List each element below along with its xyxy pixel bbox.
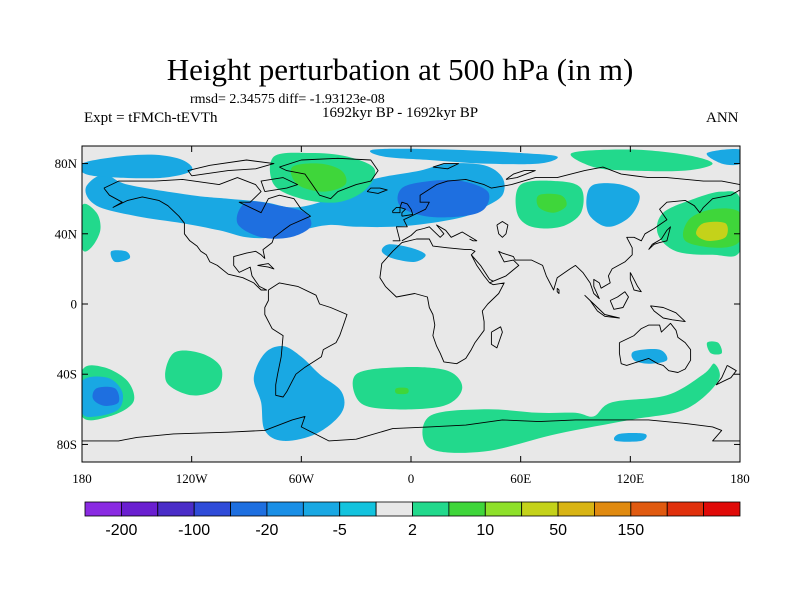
coastline-caspian-sea <box>496 221 509 238</box>
coastline-eurasia-africa <box>379 166 740 365</box>
coastline-baffin-island <box>260 177 299 193</box>
field-pos-greenland-core <box>290 163 347 192</box>
field-pos-southern-ocean <box>422 363 720 453</box>
coastline-new-zealand <box>715 365 737 386</box>
colorbar: -200 -100 -20 -5 2 10 50 150 <box>84 501 741 539</box>
coastline-arabia-red-sea <box>470 254 494 282</box>
colorbar-label: 150 <box>617 522 644 539</box>
colorbar-box <box>666 501 705 517</box>
lon-tick-label: 180 <box>72 471 92 486</box>
colorbar-box <box>412 501 450 517</box>
coastline-sri-lanka <box>556 287 560 294</box>
colorbar-box <box>448 501 486 517</box>
field-neg-australia-dot <box>631 349 668 364</box>
lat-tick-label: 40N <box>55 226 78 241</box>
field-neg-mid-atlantic <box>381 244 426 262</box>
colorbar-box <box>266 501 304 517</box>
experiment-label: Expt = tFMCh-tEVTh <box>84 110 218 126</box>
field-pos-n-pacific-peak <box>696 221 728 241</box>
coastline-philippines <box>629 272 642 293</box>
colorbar-box <box>521 501 559 517</box>
lon-tick-label: 120W <box>176 471 209 486</box>
colorbar-label: -20 <box>255 522 278 539</box>
field-pos-s-atlantic-dot <box>395 387 409 395</box>
axis-ticks: 80N 40N 0 40S 80S 180 120W 60W 0 60E 120E 180 <box>55 146 750 486</box>
colorbar-label: -5 <box>333 522 347 539</box>
coastline-svalbard <box>432 163 459 170</box>
field-neg-arctic-ne <box>706 149 740 166</box>
field-pos-s-pacific-mid <box>165 350 223 396</box>
coastline-british-isles <box>399 201 414 217</box>
field-neg-arctic-eurasia <box>369 148 558 165</box>
field-neg-n-america-core <box>236 201 312 239</box>
lat-tick-label: 0 <box>71 297 78 312</box>
field-pos-n-pacific-west <box>82 203 101 252</box>
coastline-north-america <box>103 177 311 291</box>
coastline-madagascar <box>490 326 503 349</box>
coastlines <box>82 157 740 442</box>
colorbar-box <box>193 501 231 517</box>
colorbar-box <box>120 501 159 517</box>
period-label: 1692kyr BP - 1692kyr BP <box>322 105 479 121</box>
field-neg-pacific-dot <box>110 250 131 263</box>
coastline-sumatra-java <box>584 294 620 319</box>
field-neg-s-pacific-core <box>92 386 120 406</box>
colorbar-box <box>84 501 122 517</box>
colorbar-label: -200 <box>105 522 137 539</box>
colorbar-label: 10 <box>476 522 494 539</box>
lat-tick-label: 80N <box>55 156 78 171</box>
field-neg-n-pacific <box>82 154 193 179</box>
colorbar-box <box>557 501 595 517</box>
lat-tick-label: 80S <box>57 437 77 452</box>
colorbar-box <box>484 501 523 517</box>
field-neg-n-america-atlantic <box>85 163 505 239</box>
coastline-borneo <box>609 291 629 310</box>
coastline-greenland <box>279 157 379 200</box>
coastline-new-guinea <box>650 305 686 323</box>
lon-tick-label: 60E <box>510 471 531 486</box>
colorbar-box <box>230 501 268 517</box>
lat-tick-label: 40S <box>57 367 77 382</box>
lon-tick-label: 0 <box>408 471 415 486</box>
field-pos-s-atlantic <box>352 366 463 410</box>
field-neg-s-america <box>253 346 345 441</box>
map-title: Height perturbation at 500 hPa (in m) <box>166 52 634 87</box>
field-pos-arctic-east <box>570 149 713 172</box>
coastline-ireland <box>392 206 401 214</box>
colorbar-box <box>157 501 195 517</box>
field-neg-antarctic-dot <box>613 433 647 442</box>
field-pos-central-asia-core <box>536 193 567 213</box>
lon-tick-label: 60W <box>289 471 315 486</box>
stats-label: rmsd= 2.34575 diff= -1.93123e-08 <box>190 92 385 107</box>
colorbar-box <box>594 501 632 517</box>
colorbar-label: -100 <box>178 522 210 539</box>
lon-tick-label: 180 <box>730 471 750 486</box>
colorbar-box <box>375 501 413 517</box>
colorbar-box <box>339 501 377 517</box>
coastline-canadian-archipelago <box>187 159 275 177</box>
colorbar-box <box>630 501 668 517</box>
lon-tick-label: 120E <box>617 471 645 486</box>
colorbar-label: 2 <box>408 522 417 539</box>
coastline-iceland <box>366 187 388 194</box>
contour-fields <box>82 148 740 453</box>
season-label: ANN <box>706 110 739 126</box>
field-pos-tasman-dot <box>706 341 723 355</box>
coastline-japan <box>648 226 671 250</box>
colorbar-box <box>302 501 341 517</box>
colorbar-label: 50 <box>549 522 567 539</box>
coastline-mediterranean-north <box>401 224 478 242</box>
field-neg-europe-core <box>397 180 490 218</box>
colorbar-box <box>703 501 741 517</box>
coastline-australia <box>618 322 692 373</box>
field-neg-east-asia <box>586 183 640 227</box>
coastline-cuba <box>257 263 275 270</box>
coastline-novaya-zemlya <box>505 170 536 180</box>
coastline-south-america <box>264 282 348 398</box>
coastline-antarctica <box>82 415 740 442</box>
